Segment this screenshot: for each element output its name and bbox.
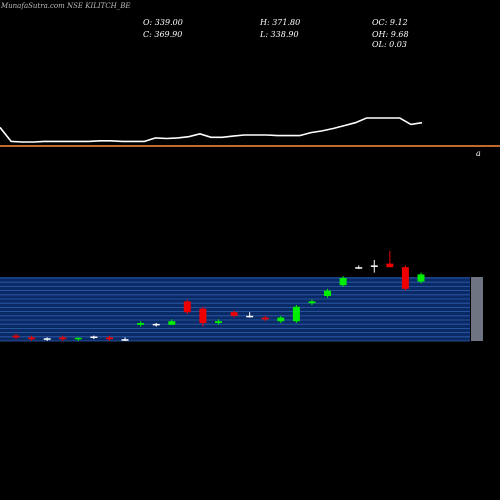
line-annotation: a — [476, 149, 481, 158]
low-value: L: 338.90 — [260, 30, 299, 39]
candle-body — [370, 265, 378, 267]
candle-body — [261, 317, 269, 320]
candle-body — [183, 301, 191, 313]
candle-body — [137, 323, 145, 325]
candle-body — [401, 267, 409, 289]
candle-body — [106, 337, 113, 340]
candle-body — [386, 263, 394, 268]
candle-body — [121, 339, 129, 341]
candlestick-panel — [0, 277, 483, 342]
candle-body — [324, 290, 331, 296]
candle-body — [308, 301, 316, 304]
candles — [12, 251, 425, 341]
candle-body — [339, 278, 347, 286]
open-value: O: 339.00 — [143, 18, 183, 27]
candle-body — [74, 337, 82, 340]
candle-body — [246, 315, 254, 318]
candle-panel-bg — [0, 277, 470, 341]
candle-body — [199, 308, 207, 323]
price-line — [0, 117, 423, 143]
candle-body — [292, 306, 300, 322]
candle-body — [277, 317, 285, 322]
axis-strip — [471, 277, 483, 341]
close-value: C: 369.90 — [143, 30, 183, 39]
oh-value: OH: 9.68 — [372, 30, 409, 39]
chart-title: MunafaSutra.com NSE KILITCH_BE — [1, 2, 131, 10]
oc-value: OC: 9.12 — [372, 18, 408, 27]
candle-body — [230, 312, 238, 316]
candle-body — [59, 337, 67, 340]
candle-body — [168, 321, 176, 325]
candle-body — [28, 337, 36, 340]
candle-body — [417, 274, 425, 282]
candle-body — [152, 323, 160, 326]
candle-body — [12, 335, 20, 338]
candle-body — [43, 338, 51, 340]
price-line-panel — [0, 117, 423, 143]
high-value: H: 371.80 — [260, 18, 301, 27]
candle-body — [215, 321, 222, 323]
ol-value: OL: 0.03 — [372, 40, 407, 49]
candle-body — [355, 267, 363, 269]
candle-body — [90, 336, 98, 338]
